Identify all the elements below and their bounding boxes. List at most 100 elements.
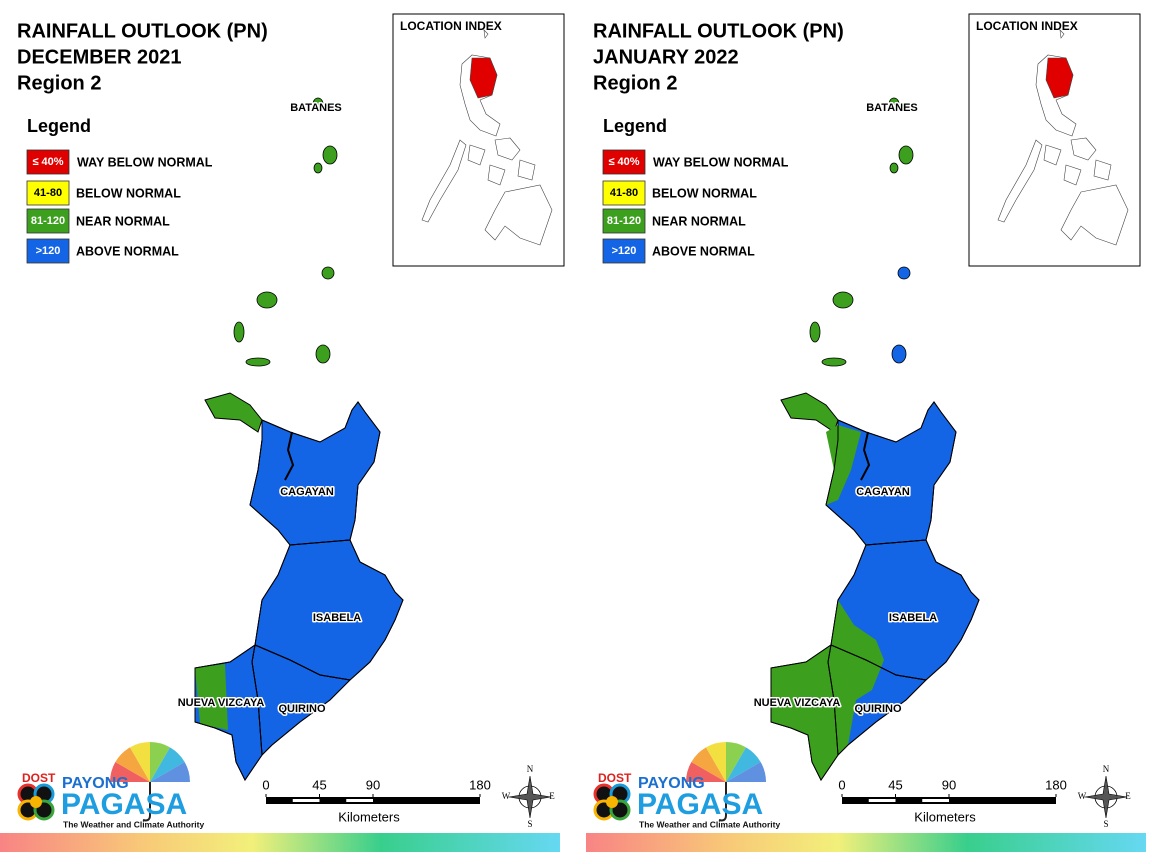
scale-label: 180 bbox=[1045, 777, 1067, 792]
province-border bbox=[830, 539, 980, 681]
island bbox=[889, 162, 899, 174]
province-zone bbox=[195, 664, 228, 730]
legend-label: BELOW NORMAL bbox=[76, 186, 181, 200]
logo-umbrella bbox=[150, 747, 185, 782]
legend-range: 41-80 bbox=[610, 187, 638, 199]
province-label: NUEVA VIZCAYA bbox=[754, 697, 841, 709]
compass-letter: S bbox=[527, 819, 532, 829]
province-border bbox=[194, 643, 263, 781]
logo-umbrella bbox=[726, 747, 761, 782]
scale-label: 90 bbox=[942, 777, 956, 792]
logo-handle bbox=[142, 782, 151, 822]
island bbox=[312, 97, 324, 111]
legend-range: >120 bbox=[612, 245, 637, 257]
logo-tagline: The Weather and Climate Authority bbox=[63, 819, 204, 829]
legend-range: >120 bbox=[36, 245, 61, 257]
province-label: CAGAYAN bbox=[856, 486, 910, 498]
province-zone bbox=[826, 425, 861, 505]
island bbox=[256, 291, 278, 309]
province-label: ISABELA bbox=[313, 612, 361, 624]
inset-land bbox=[483, 29, 489, 39]
scale-label: 180 bbox=[469, 777, 491, 792]
province-border bbox=[825, 401, 957, 546]
logo-umbrella bbox=[150, 742, 170, 782]
legend-label: WAY BELOW NORMAL bbox=[77, 155, 213, 169]
logo-umbrella bbox=[115, 747, 150, 782]
scale-segment bbox=[292, 799, 320, 802]
map-title: RAINFALL OUTLOOK (PN) bbox=[593, 20, 844, 42]
island bbox=[322, 145, 338, 165]
logo-umbrella bbox=[726, 742, 746, 782]
province-label: NUEVA VIZCAYA bbox=[178, 697, 265, 709]
legend-title: Legend bbox=[603, 116, 667, 136]
inset-land bbox=[1043, 144, 1062, 166]
compass-letter: S bbox=[1103, 819, 1108, 829]
map-panel: RAINFALL OUTLOOK (PN) DECEMBER 2021 Region… bbox=[0, 13, 565, 852]
compass-star bbox=[1084, 775, 1128, 819]
logo-tagline: The Weather and Climate Authority bbox=[639, 819, 780, 829]
province-label: CAGAYAN bbox=[280, 486, 334, 498]
province-border bbox=[254, 539, 404, 681]
scale-label: 90 bbox=[366, 777, 380, 792]
logo-umbrella bbox=[130, 742, 150, 782]
scale-label: 0 bbox=[838, 777, 845, 792]
scale-unit: Kilometers bbox=[914, 809, 976, 824]
logo-umbrella bbox=[150, 762, 190, 782]
legend-swatch bbox=[602, 149, 646, 175]
inset-land bbox=[467, 144, 486, 166]
logo-handle bbox=[718, 782, 727, 822]
legend-label: NEAR NORMAL bbox=[76, 214, 170, 228]
legend-range: 81-120 bbox=[607, 215, 641, 227]
scale-label: 45 bbox=[888, 777, 902, 792]
legend-swatch bbox=[602, 208, 646, 234]
map-title: DECEMBER 2021 bbox=[17, 46, 182, 68]
province-label: BATANES bbox=[866, 102, 918, 114]
logo-center bbox=[606, 796, 618, 808]
island bbox=[891, 344, 907, 364]
compass-star bbox=[508, 775, 552, 819]
province-border bbox=[249, 401, 381, 546]
scale-unit: Kilometers bbox=[338, 809, 400, 824]
compass-letter: N bbox=[1103, 764, 1110, 774]
logo-agency: DOST bbox=[22, 771, 56, 785]
legend-range: 41-80 bbox=[34, 187, 62, 199]
map-title: JANUARY 2022 bbox=[593, 46, 739, 68]
compass-letter: W bbox=[502, 791, 511, 801]
island bbox=[898, 145, 914, 165]
inset-land bbox=[1060, 184, 1129, 246]
legend-swatch bbox=[602, 180, 646, 206]
inset-land bbox=[487, 164, 506, 186]
island bbox=[821, 357, 847, 367]
legend-swatch bbox=[26, 238, 70, 264]
island bbox=[233, 321, 245, 343]
river bbox=[860, 431, 871, 481]
island bbox=[897, 266, 911, 280]
legend-label: ABOVE NORMAL bbox=[76, 244, 179, 258]
inset-land bbox=[494, 137, 521, 161]
legend-label: ABOVE NORMAL bbox=[652, 244, 755, 258]
province-zone bbox=[771, 645, 838, 780]
color-band bbox=[0, 833, 560, 852]
island bbox=[321, 266, 335, 280]
logo-line1: PAYONG bbox=[62, 775, 129, 792]
legend-swatch bbox=[602, 238, 646, 264]
inset-region bbox=[1045, 57, 1074, 99]
inset-region bbox=[469, 57, 498, 99]
legend-range: 81-120 bbox=[31, 215, 65, 227]
island bbox=[245, 357, 271, 367]
legend-label: NEAR NORMAL bbox=[652, 214, 746, 228]
map-title: Region 2 bbox=[593, 72, 677, 94]
inset-title: LOCATION INDEX bbox=[976, 19, 1078, 33]
scale-label: 0 bbox=[262, 777, 269, 792]
color-band bbox=[586, 833, 1146, 852]
map-title: RAINFALL OUTLOOK (PN) bbox=[17, 20, 268, 42]
province-label: QUIRINO bbox=[278, 703, 326, 715]
scale-segment bbox=[922, 799, 949, 802]
inset-title: LOCATION INDEX bbox=[400, 19, 502, 33]
legend-swatch bbox=[26, 180, 70, 206]
province-label: BATANES bbox=[290, 102, 342, 114]
logo-agency: DOST bbox=[598, 771, 632, 785]
legend-swatch bbox=[26, 149, 70, 175]
logo-umbrella bbox=[691, 747, 726, 782]
